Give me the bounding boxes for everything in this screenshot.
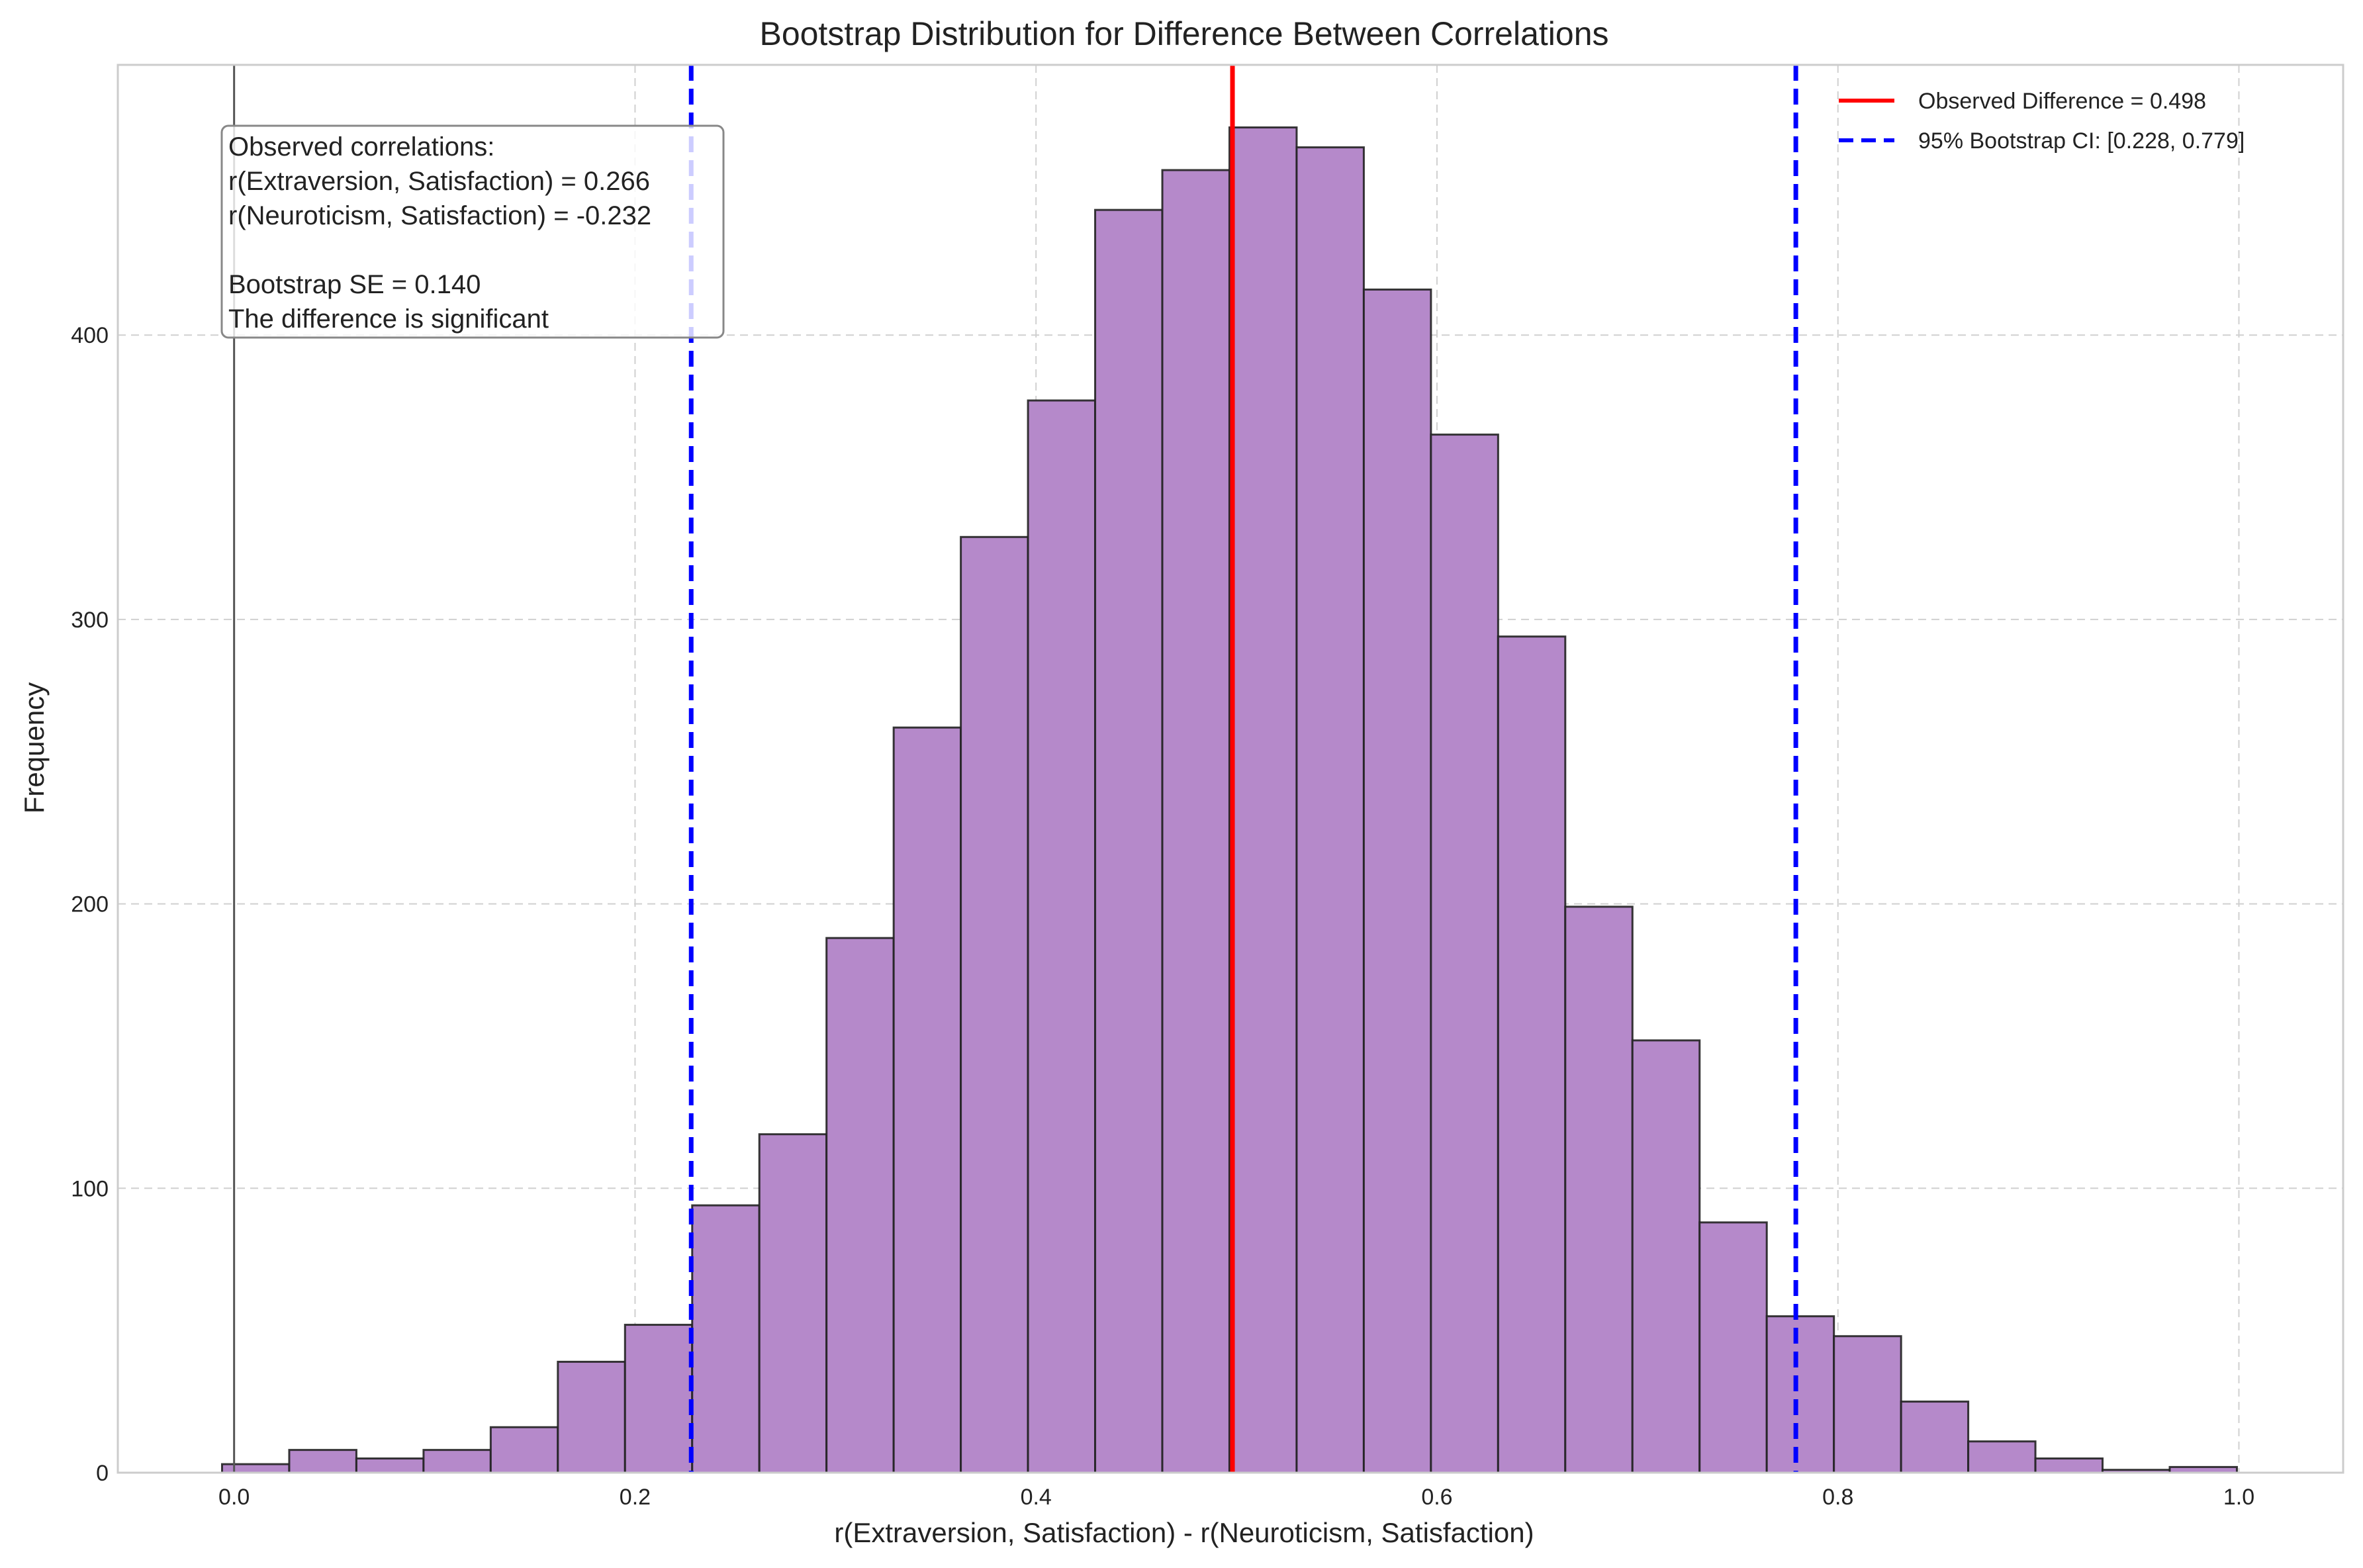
histogram-bar-20 xyxy=(1564,905,1634,1474)
axes: 0.0 0.2 0.4 0.6 0.8 1.0 0 100 200 300 400 xyxy=(71,64,2344,1510)
histogram-bar-5 xyxy=(557,1360,626,1474)
annotation-line-3: r(Neuroticism, Satisfaction) = -0.232 xyxy=(228,201,651,230)
annotation-line-2: r(Extraversion, Satisfaction) = 0.266 xyxy=(228,167,650,196)
x-tick-label-0: 0.0 xyxy=(218,1485,250,1510)
x-tick-label-5: 1.0 xyxy=(2223,1485,2254,1510)
chart-title: Bootstrap Distribution for Difference Be… xyxy=(759,15,1608,52)
annotation-line-5: Bootstrap SE = 0.140 xyxy=(228,270,481,299)
histogram-bar-25 xyxy=(1900,1401,1970,1474)
legend-ci-label: 95% Bootstrap CI: [0.228, 0.779] xyxy=(1918,128,2245,154)
annotation-line-1: Observed correlations: xyxy=(228,132,494,161)
annotation-line-6: The difference is significant xyxy=(228,304,549,334)
y-tick-label-2: 200 xyxy=(71,892,109,917)
histogram-bar-2 xyxy=(355,1457,425,1474)
histogram-bar-0 xyxy=(220,1463,291,1474)
x-tick-label-4: 0.8 xyxy=(1822,1485,1853,1510)
histogram-bar-9 xyxy=(825,937,895,1474)
histogram-bar-4 xyxy=(489,1426,559,1474)
histogram-bar-11 xyxy=(960,535,1029,1474)
histogram-bar-17 xyxy=(1362,288,1432,1474)
histogram-bar-1 xyxy=(288,1449,357,1474)
y-tick-label-3: 300 xyxy=(71,608,109,633)
histogram-bar-14 xyxy=(1161,169,1230,1474)
histogram-bar-24 xyxy=(1833,1335,1902,1474)
histogram-bar-16 xyxy=(1295,146,1365,1474)
histogram-bar-3 xyxy=(422,1449,492,1474)
histogram-bar-22 xyxy=(1698,1221,1768,1474)
histogram-bar-23 xyxy=(1765,1315,1835,1474)
histogram-bar-26 xyxy=(1967,1440,2037,1474)
histogram-bar-7 xyxy=(691,1204,761,1474)
histogram-bar-27 xyxy=(2034,1457,2104,1474)
histogram-bar-21 xyxy=(1631,1039,1701,1474)
legend: Observed Difference = 0.498 95% Bootstra… xyxy=(1839,89,2245,154)
histogram-bar-6 xyxy=(624,1324,694,1474)
x-tick-label-1: 0.2 xyxy=(620,1485,651,1510)
histogram-bar-12 xyxy=(1027,399,1097,1474)
y-tick-label-1: 100 xyxy=(71,1176,109,1201)
y-axis-label: Frequency xyxy=(19,682,50,813)
x-tick-label-3: 0.6 xyxy=(1421,1485,1452,1510)
histogram-bars xyxy=(220,126,2238,1474)
plot-frame xyxy=(116,64,2344,1474)
x-axis-label: r(Extraversion, Satisfaction) - r(Neurot… xyxy=(834,1517,1534,1548)
histogram-bar-18 xyxy=(1430,434,1499,1474)
histogram-bar-8 xyxy=(758,1133,828,1474)
histogram-bar-15 xyxy=(1228,126,1298,1474)
histogram-bar-10 xyxy=(892,726,962,1474)
annotation-box: Observed correlations: r(Extraversion, S… xyxy=(220,124,725,339)
x-tick-label-2: 0.4 xyxy=(1021,1485,1052,1510)
histogram-bar-19 xyxy=(1497,635,1567,1474)
legend-observed-label: Observed Difference = 0.498 xyxy=(1918,89,2206,114)
annotation-background xyxy=(220,124,725,339)
histogram-bar-13 xyxy=(1094,208,1164,1474)
y-tick-label-4: 400 xyxy=(71,323,109,348)
y-tick-label-0: 0 xyxy=(96,1461,109,1486)
